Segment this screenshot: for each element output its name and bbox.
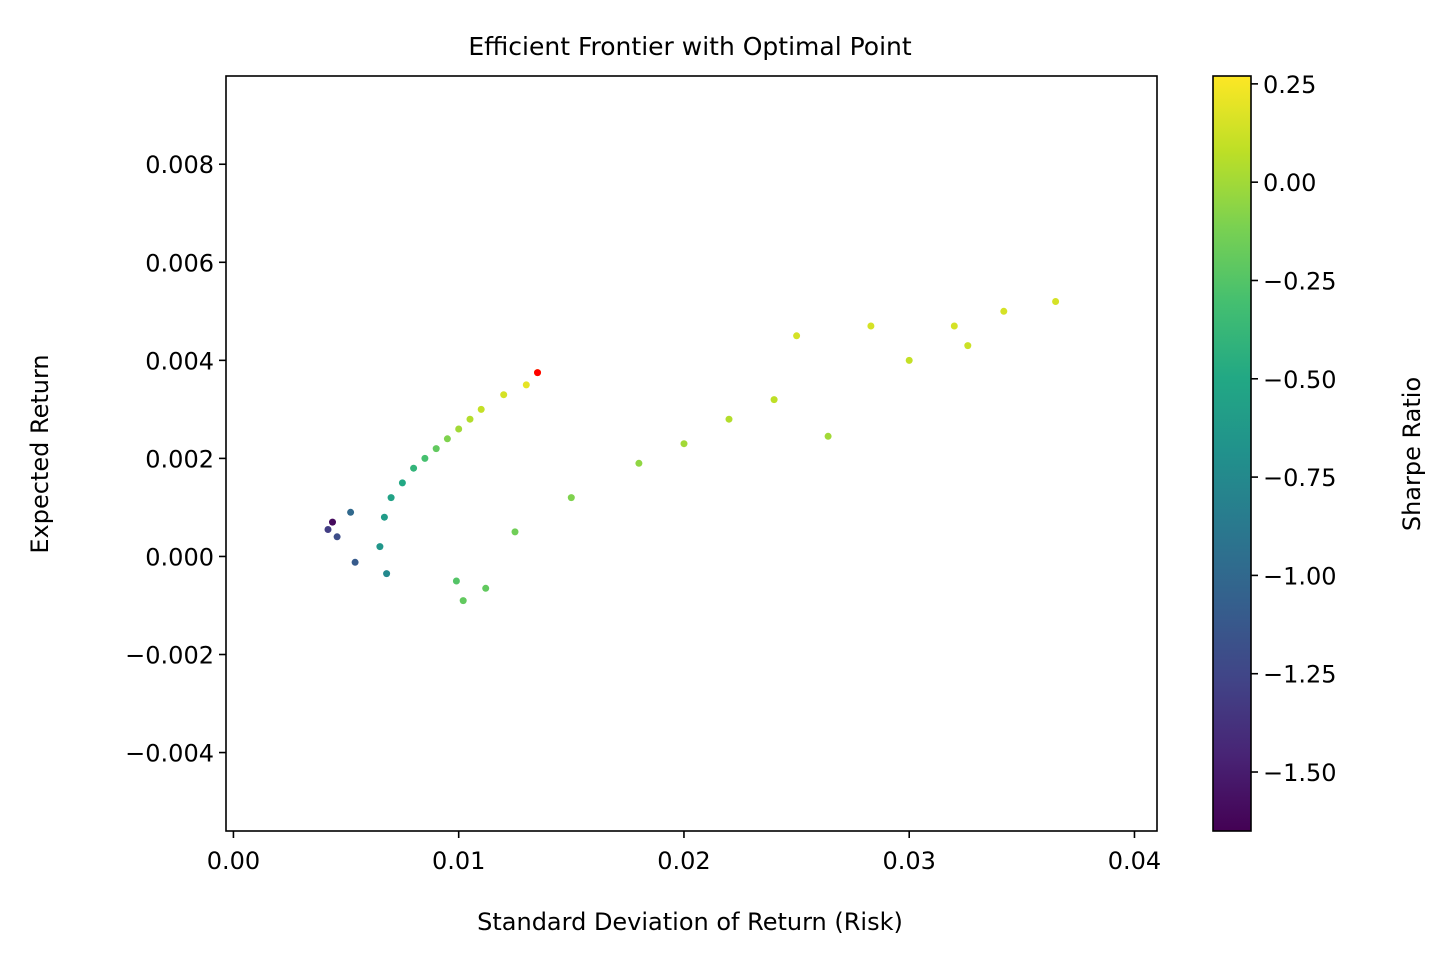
colorbar-tick-label: −1.50 [1263, 759, 1337, 787]
scatter-point [867, 322, 875, 330]
scatter-point [351, 558, 359, 566]
scatter-point [329, 518, 336, 526]
colorbar-tick-label: −0.75 [1263, 464, 1337, 492]
scatter-point [1052, 298, 1060, 305]
colorbar-tick-label: −1.00 [1263, 562, 1337, 590]
colorbar-ticks: 0.25 0.00 −0.25 −0.50 −0.75 −1.00 −1.25 −1.50 [1251, 71, 1337, 787]
scatter-point [380, 513, 388, 521]
y-tick-label: 0.004 [145, 347, 214, 375]
scatter-point [459, 597, 467, 605]
scatter-point [410, 464, 418, 472]
scatter-point [500, 391, 508, 399]
scatter-point [421, 454, 429, 462]
scatter-point [770, 396, 778, 404]
y-tick-label: −0.002 [125, 642, 214, 670]
scatter-point [376, 543, 384, 551]
scatter-point [635, 459, 643, 467]
scatter-point [387, 494, 395, 502]
scatter-point [567, 494, 575, 502]
colorbar-tick-label: −0.25 [1263, 267, 1337, 295]
scatter-point [793, 332, 801, 340]
scatter-point [383, 570, 391, 578]
scatter-point [477, 405, 485, 413]
scatter-point [1000, 307, 1008, 315]
scatter-point [443, 435, 451, 443]
scatter-point [324, 526, 332, 533]
scatter-point [466, 415, 474, 423]
y-tick-label: 0.000 [145, 543, 214, 571]
y-tick-label: 0.008 [145, 151, 214, 179]
y-axis-label: Expected Return [26, 354, 54, 553]
scatter-point [725, 415, 733, 423]
scatter-point [482, 584, 490, 592]
chart-title: Efficient Frontier with Optimal Point [468, 32, 912, 61]
scatter-point [452, 577, 460, 585]
x-tick-label: 0.03 [882, 847, 935, 875]
scatter-point [347, 508, 355, 516]
scatter-point [522, 381, 530, 389]
x-axis-label: Standard Deviation of Return (Risk) [477, 908, 903, 936]
x-tick-label: 0.02 [657, 847, 710, 875]
x-tick-label: 0.04 [1108, 847, 1161, 875]
colorbar-tick-label: −0.50 [1263, 366, 1337, 394]
y-axis-ticks: −0.004 −0.002 0.000 0.002 0.004 0.006 0.008 [125, 151, 226, 768]
scatter-point [432, 445, 440, 453]
scatter-point [950, 322, 958, 330]
colorbar-tick-label: −1.25 [1263, 661, 1337, 689]
x-axis-ticks: 0.00 0.01 0.02 0.03 0.04 [207, 831, 1161, 875]
x-tick-label: 0.01 [432, 847, 485, 875]
colorbar-tick-label: 0.00 [1263, 169, 1316, 197]
colorbar-tick-label: 0.25 [1263, 71, 1316, 99]
scatter-point [905, 356, 913, 364]
scatter-point [680, 440, 688, 448]
y-tick-label: −0.004 [125, 740, 214, 768]
y-tick-label: 0.002 [145, 445, 214, 473]
scatter-point [824, 432, 832, 440]
colorbar [1212, 75, 1252, 832]
colorbar-label: Sharpe Ratio [1398, 377, 1426, 531]
scatter-point [511, 528, 519, 536]
scatter-point [964, 342, 972, 350]
scatter-point [333, 533, 341, 541]
scatter-points [324, 298, 1060, 605]
y-tick-label: 0.006 [145, 249, 214, 277]
x-tick-label: 0.00 [207, 847, 260, 875]
optimal-point-marker [534, 369, 542, 377]
plot-area-frame [225, 75, 1158, 832]
scatter-point [398, 479, 406, 487]
scatter-point [455, 425, 463, 433]
